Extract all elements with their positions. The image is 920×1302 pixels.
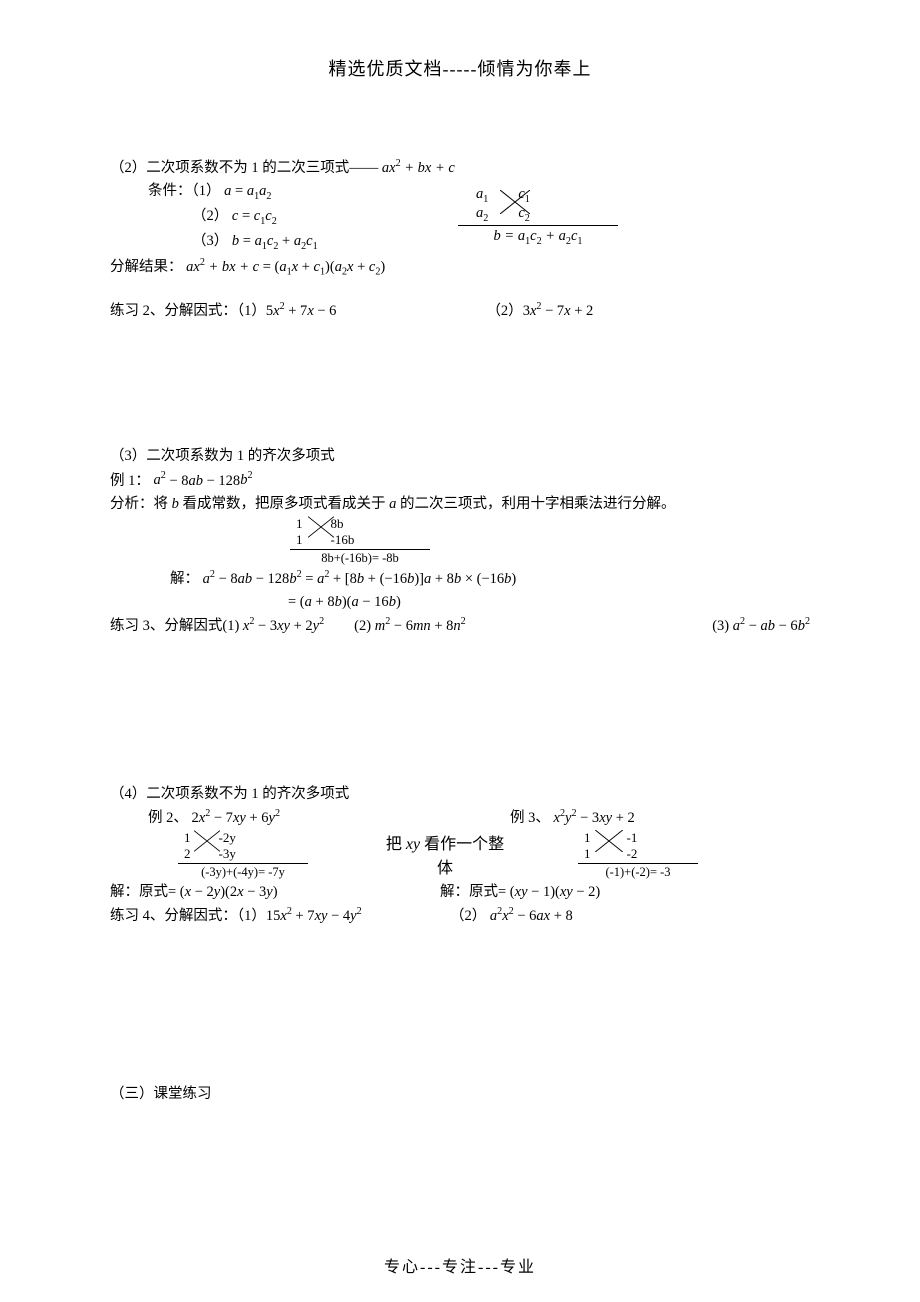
ex3-label: 练习 3、分解因式 bbox=[110, 618, 222, 634]
sec2-cross: a1 c1 a2 c2 b = a1c2 + a2c1 bbox=[458, 186, 618, 247]
sec4-mid: 把 xy 看作一个整体 bbox=[380, 806, 510, 881]
sec3-cross: 1 8b 1 -16b 8b+(-16b)= -8b bbox=[290, 516, 810, 567]
var-a: a bbox=[389, 496, 396, 512]
l-r2l: 2 bbox=[184, 846, 191, 862]
r-hr bbox=[578, 863, 698, 864]
ex4-p1: 练习 4、分解因式：（1）15x2 + 7xy − 4y2 bbox=[110, 904, 450, 928]
analysis-e: 的二次三项式，利用十字相乘法进行分解。 bbox=[400, 496, 676, 512]
sec4-l-ex: 例 2、 2x2 − 7xy + 6y2 bbox=[110, 806, 380, 830]
ex3: 练习 3、分解因式(1) x2 − 3xy + 2y2 (2) m2 − 6mn… bbox=[110, 614, 810, 638]
cross-a2: a2 bbox=[476, 205, 488, 224]
c3-sum: 8b+(-16b)= -8b bbox=[290, 551, 430, 566]
c3-r1r: 8b bbox=[331, 516, 344, 532]
ex2-label: 练习 2、分解因式： bbox=[110, 303, 237, 319]
var-b: b bbox=[172, 496, 179, 512]
r-ex-label: 例 3、 bbox=[510, 810, 550, 826]
r-r2l: 1 bbox=[584, 846, 591, 862]
sec4-left: 例 2、 2x2 − 7xy + 6y2 1 -2y 2 -3y (-3y)+(-4… bbox=[110, 806, 380, 881]
r-sum: (-1)+(-2)= -3 bbox=[578, 865, 698, 880]
cross-c1: c1 bbox=[518, 186, 530, 205]
ex4: 练习 4、分解因式：（1）15x2 + 7xy − 4y2 （2） a2x2 −… bbox=[110, 904, 810, 928]
sec2-conditions: 条件：（1） a = a1a2 （2） c = c1c2 （3） b = a1c… bbox=[148, 180, 448, 255]
cross-sum: b = a1c2 + a2c1 bbox=[458, 228, 618, 247]
ex3-p1: 练习 3、分解因式(1) x2 − 3xy + 2y2 bbox=[110, 614, 324, 638]
ex3-p2: (2) m2 − 6mn + 8n2 bbox=[354, 614, 466, 638]
l-r2r: -3y bbox=[219, 846, 236, 862]
sec2-title: （2）二次项系数不为 1 的二次三项式—— ax2 + bx + c bbox=[110, 156, 810, 180]
sol-label: 解： bbox=[170, 571, 199, 587]
sec4-title: （4）二次项系数不为 1 的齐次多项式 bbox=[110, 783, 810, 806]
c3-r2r: -16b bbox=[331, 532, 355, 548]
ex4-label: 练习 4、分解因式： bbox=[110, 908, 237, 924]
cross-c2: c2 bbox=[518, 205, 530, 224]
sec2-cond1: 条件：（1） a = a1a2 bbox=[148, 180, 448, 205]
l-r1l: 1 bbox=[184, 830, 191, 846]
sec4-cols: 例 2、 2x2 − 7xy + 6y2 1 -2y 2 -3y (-3y)+(-4… bbox=[110, 806, 810, 881]
page: 精选优质文档-----倾情为你奉上 （2）二次项系数不为 1 的二次三项式—— … bbox=[0, 0, 920, 1302]
sec4-r-sol: 解：原式= (xy − 1)(xy − 2) bbox=[440, 881, 600, 904]
c3-r2l: 1 bbox=[296, 532, 303, 548]
r-r1r: -1 bbox=[627, 830, 638, 846]
sec3-title: （3）二次项系数为 1 的齐次多项式 bbox=[110, 445, 810, 468]
l-sum: (-3y)+(-4y)= -7y bbox=[178, 865, 308, 880]
sec5: （三）课堂练习 bbox=[110, 1083, 810, 1106]
analysis-m: 看成常数，把原多项式看成关于 bbox=[183, 496, 386, 512]
sec4-r-ex: 例 3、 x2y2 − 3xy + 2 bbox=[510, 806, 810, 830]
l-hr bbox=[178, 863, 308, 864]
r-r2r: -2 bbox=[627, 846, 638, 862]
page-footer: 专心---专注---专业 bbox=[0, 1253, 920, 1277]
sec3-ex: 例 1： a2 − 8ab − 128b2 bbox=[110, 469, 810, 493]
sec2-result: 分解结果： ax2 + bx + c = (a1x + c1)(a2x + c2… bbox=[110, 255, 810, 281]
sec2-title-text: （2）二次项系数不为 1 的二次三项式—— bbox=[110, 160, 378, 176]
page-header: 精选优质文档-----倾情为你奉上 bbox=[110, 55, 810, 81]
ex2: 练习 2、分解因式：（1）5x2 + 7x − 6 （2）3x2 − 7x + … bbox=[110, 299, 810, 323]
c3-hr bbox=[290, 549, 430, 550]
l-ex-label: 例 2、 bbox=[148, 810, 188, 826]
ex3-p3: (3) a2 − ab − 6b2 bbox=[712, 614, 810, 638]
result-label: 分解结果： bbox=[110, 259, 183, 275]
mid-text: 把 xy 看作一个整体 bbox=[386, 836, 504, 877]
l-sol-label: 解：原式 bbox=[110, 884, 168, 900]
sec2-cond3: （3） b = a1c2 + a2c1 bbox=[148, 230, 448, 255]
ex2-p2: （2）3x2 − 7x + 2 bbox=[486, 299, 593, 323]
l-r1r: -2y bbox=[219, 830, 236, 846]
ex4-p2: （2） a2x2 − 6ax + 8 bbox=[450, 904, 573, 928]
sec3-ex-label: 例 1： bbox=[110, 472, 150, 488]
cross-a1: a1 bbox=[476, 186, 488, 205]
cond-label: 条件： bbox=[148, 183, 192, 199]
sec3-sol2: = (a + 8b)(a − 16b) bbox=[110, 591, 810, 614]
sec3-sol1: 解： a2 − 8ab − 128b2 = a2 + [8b + (−16b)]… bbox=[110, 567, 810, 591]
sec4-l-sol: 解：原式= (x − 2y)(2x − 3y) bbox=[110, 881, 440, 904]
cross-divider bbox=[458, 225, 618, 226]
r-sol-label: 解：原式 bbox=[440, 884, 498, 900]
c3-r1l: 1 bbox=[296, 516, 303, 532]
sec4-r-cross: 1 -1 1 -2 (-1)+(-2)= -3 bbox=[578, 830, 698, 880]
sec2-expr: ax2 + bx + c bbox=[382, 160, 455, 176]
analysis-l: 分析：将 bbox=[110, 496, 168, 512]
r-r1l: 1 bbox=[584, 830, 591, 846]
sec4-l-cross: 1 -2y 2 -3y (-3y)+(-4y)= -7y bbox=[178, 830, 308, 880]
sec4-solutions: 解：原式= (x − 2y)(2x − 3y) 解：原式= (xy − 1)(x… bbox=[110, 881, 810, 904]
sec2-conditions-row: 条件：（1） a = a1a2 （2） c = c1c2 （3） b = a1c… bbox=[110, 180, 810, 255]
ex2-p1: 练习 2、分解因式：（1）5x2 + 7x − 6 bbox=[110, 299, 336, 323]
sec4-right: 例 3、 x2y2 − 3xy + 2 1 -1 1 -2 (-1)+(-2)= -… bbox=[510, 806, 810, 881]
sec2-cond2: （2） c = c1c2 bbox=[148, 205, 448, 230]
sec3-analysis: 分析：将 b 看成常数，把原多项式看成关于 a 的二次三项式，利用十字相乘法进行… bbox=[110, 493, 810, 516]
